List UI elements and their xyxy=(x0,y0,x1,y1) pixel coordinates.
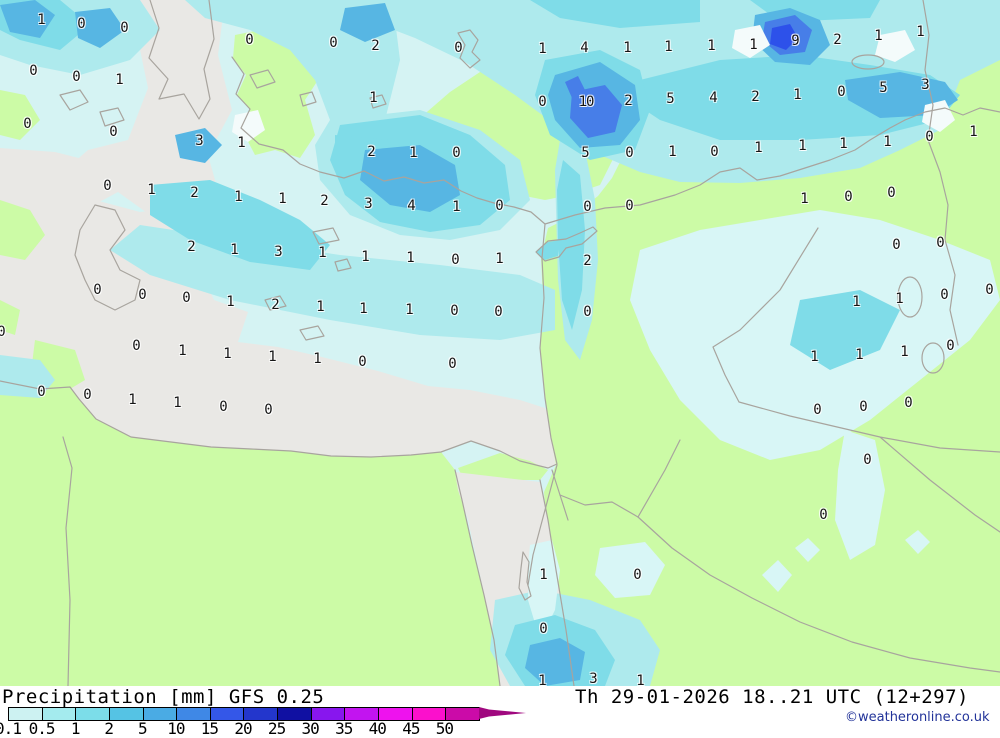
legend-label: 10 xyxy=(167,719,185,738)
legend-cell-45 xyxy=(411,708,446,720)
map-title: Precipitation [mm] GFS 0.25 xyxy=(2,686,325,708)
legend-label: 0.1 xyxy=(0,719,22,738)
precip-deep-blue-core xyxy=(770,24,798,50)
legend-cell-20 xyxy=(243,708,278,720)
legend-cell-10 xyxy=(176,708,210,720)
legend-label: 40 xyxy=(368,719,387,738)
copyright-label: ©weatheronline.co.uk xyxy=(845,710,990,725)
legend-cell-15 xyxy=(209,708,244,720)
legend-label: 1 xyxy=(70,719,81,738)
legend-colorbar xyxy=(8,707,480,721)
legend-label: 2 xyxy=(104,719,114,738)
legend-label: 25 xyxy=(267,719,286,738)
legend-label: 15 xyxy=(200,719,219,738)
legend-label: 45 xyxy=(402,719,420,738)
coastline-layer xyxy=(0,0,1000,686)
legend-cell-0.1 xyxy=(9,708,42,720)
valid-time-label: Th 29-01-2026 18..21 UTC (12+297) xyxy=(575,686,969,708)
legend-cell-25 xyxy=(277,708,311,720)
legend-label: 35 xyxy=(335,719,353,738)
legend-label: 30 xyxy=(301,719,320,738)
map-svg xyxy=(0,0,1000,686)
legend-label: 0.5 xyxy=(28,719,56,738)
legend-cell-35 xyxy=(344,708,379,720)
precipitation-map xyxy=(0,0,1000,686)
footer-bar: Precipitation [mm] GFS 0.25 Th 29-01-202… xyxy=(0,686,1000,738)
legend-label: 5 xyxy=(137,719,148,738)
legend-cell-1 xyxy=(75,708,109,720)
legend-label: 50 xyxy=(435,719,454,738)
legend-cell-40 xyxy=(378,708,412,720)
legend-cell-30 xyxy=(310,708,345,720)
legend-cell-0.5 xyxy=(41,708,76,720)
legend-overflow-arrow xyxy=(479,707,526,719)
legend-label: 20 xyxy=(234,719,252,738)
legend-cell-50 xyxy=(445,708,479,720)
legend-cell-2 xyxy=(108,708,143,720)
white-dry-spots xyxy=(232,25,955,142)
legend-cell-5 xyxy=(142,708,177,720)
